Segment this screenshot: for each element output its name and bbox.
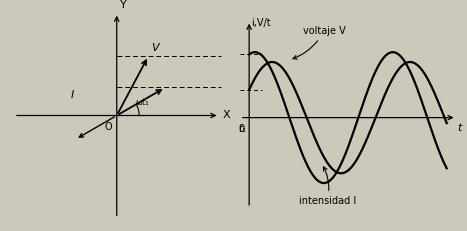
Text: X: X bbox=[222, 110, 230, 121]
Text: intensidad I: intensidad I bbox=[299, 167, 356, 206]
Text: V: V bbox=[151, 43, 159, 53]
Text: O: O bbox=[105, 122, 112, 132]
Text: ωt₁: ωt₁ bbox=[135, 98, 149, 107]
Text: t₁: t₁ bbox=[239, 124, 247, 134]
Text: t: t bbox=[458, 123, 462, 133]
Text: 0: 0 bbox=[238, 124, 245, 134]
Text: I: I bbox=[71, 90, 73, 100]
Text: voltaje V: voltaje V bbox=[293, 26, 346, 59]
Text: Y: Y bbox=[120, 0, 126, 10]
Text: i,V/t: i,V/t bbox=[251, 18, 270, 28]
